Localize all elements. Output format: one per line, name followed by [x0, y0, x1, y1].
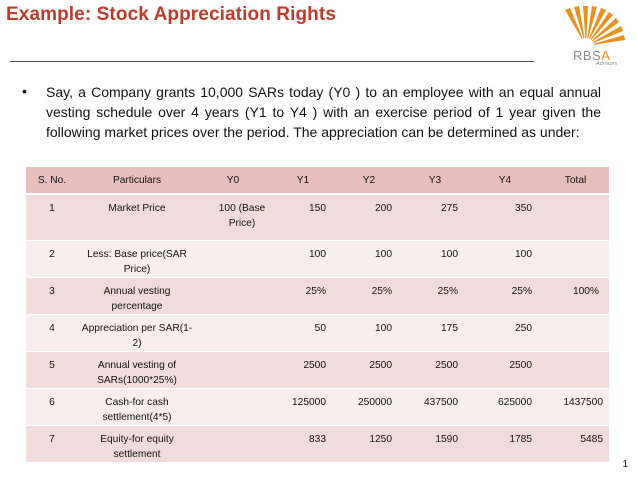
header-sno: S. No. [26, 166, 78, 195]
logo-tagline: Advisors [596, 61, 618, 67]
cell-y1: 2500 [270, 350, 336, 388]
page-number: 1 [622, 459, 628, 470]
cell-y3: 100 [402, 239, 468, 277]
cell-y0 [196, 239, 270, 277]
cell-particulars: Less: Base price(SAR Price) [78, 239, 196, 277]
cell-sno: 5 [26, 350, 78, 388]
cell-y1: 25% [270, 276, 336, 314]
slide-title: Example: Stock Appreciation Rights [6, 4, 336, 25]
cell-y3: 175 [402, 313, 468, 351]
rbsa-logo: RBSA Advisors [541, 6, 631, 68]
cell-y2: 2500 [336, 350, 402, 388]
header-y1: Y1 [270, 166, 336, 195]
cell-y2: 100 [336, 313, 402, 351]
header-total: Total [542, 166, 609, 195]
cell-y3: 437500 [402, 387, 468, 425]
cell-y1: 100 [270, 239, 336, 277]
table-row: 3 Annual vesting percentage 25% 25% 25% … [26, 276, 609, 314]
table-header-row: S. No. Particulars Y0 Y1 Y2 Y3 Y4 Total [26, 166, 609, 195]
cell-y0 [196, 387, 270, 425]
cell-y2: 100 [336, 239, 402, 277]
table-row: 5 Annual vesting of SARs(1000*25%) 2500 … [26, 350, 609, 388]
table-row: 4 Appreciation per SAR(1-2) 50 100 175 2… [26, 313, 609, 351]
table-row: 2 Less: Base price(SAR Price) 100 100 10… [26, 239, 609, 277]
cell-y3: 2500 [402, 350, 468, 388]
table-row: 6 Cash-for cash settlement(4*5) 125000 2… [26, 387, 609, 425]
logo-wordmark-prefix: RBS [573, 48, 602, 63]
cell-y2: 200 [336, 193, 402, 240]
cell-y0 [196, 350, 270, 388]
cell-y0: 100 (Base Price) [196, 193, 270, 240]
cell-y4: 350 [468, 193, 542, 240]
cell-y4: 1785 [468, 424, 542, 462]
cell-y4: 250 [468, 313, 542, 351]
header-particulars: Particulars [78, 166, 196, 195]
cell-particulars: Market Price [78, 193, 196, 240]
cell-sno: 4 [26, 313, 78, 351]
cell-particulars: Annual vesting of SARs(1000*25%) [78, 350, 196, 388]
cell-y4: 25% [468, 276, 542, 314]
cell-y1: 50 [270, 313, 336, 351]
cell-y0 [196, 424, 270, 462]
cell-y3: 25% [402, 276, 468, 314]
header-y3: Y3 [402, 166, 468, 195]
cell-y3: 275 [402, 193, 468, 240]
table-row: 7 Equity-for equity settlement 833 1250 … [26, 424, 609, 462]
cell-y2: 250000 [336, 387, 402, 425]
cell-total: 1437500 [542, 387, 609, 425]
cell-total [542, 193, 609, 240]
cell-total [542, 239, 609, 277]
cell-sno: 2 [26, 239, 78, 277]
cell-sno: 6 [26, 387, 78, 425]
cell-total: 100% [542, 276, 609, 314]
logo-wordmark-suffix: A [601, 48, 611, 63]
cell-y2: 1250 [336, 424, 402, 462]
cell-y0 [196, 313, 270, 351]
cell-particulars: Appreciation per SAR(1-2) [78, 313, 196, 351]
cell-particulars: Equity-for equity settlement [78, 424, 196, 462]
bullet-marker: • [22, 83, 27, 99]
header-y4: Y4 [468, 166, 542, 195]
title-divider [10, 61, 534, 62]
header-y0: Y0 [196, 166, 270, 195]
cell-sno: 3 [26, 276, 78, 314]
cell-particulars: Annual vesting percentage [78, 276, 196, 314]
cell-total: 5485 [542, 424, 609, 462]
cell-y1: 125000 [270, 387, 336, 425]
cell-sno: 1 [26, 193, 78, 240]
cell-y1: 833 [270, 424, 336, 462]
cell-y4: 625000 [468, 387, 542, 425]
logo-wordmark: RBSA [573, 48, 610, 63]
cell-y1: 150 [270, 193, 336, 240]
cell-sno: 7 [26, 424, 78, 462]
sar-table: S. No. Particulars Y0 Y1 Y2 Y3 Y4 Total … [26, 166, 609, 462]
table-row: 1 Market Price 100 (Base Price) 150 200 … [26, 193, 609, 240]
cell-y4: 2500 [468, 350, 542, 388]
cell-total [542, 350, 609, 388]
cell-particulars: Cash-for cash settlement(4*5) [78, 387, 196, 425]
cell-y4: 100 [468, 239, 542, 277]
cell-y2: 25% [336, 276, 402, 314]
header-y2: Y2 [336, 166, 402, 195]
cell-y3: 1590 [402, 424, 468, 462]
intro-paragraph: Say, a Company grants 10,000 SARs today … [46, 84, 601, 140]
cell-y0 [196, 276, 270, 314]
cell-total [542, 313, 609, 351]
sunburst-icon [565, 6, 625, 54]
